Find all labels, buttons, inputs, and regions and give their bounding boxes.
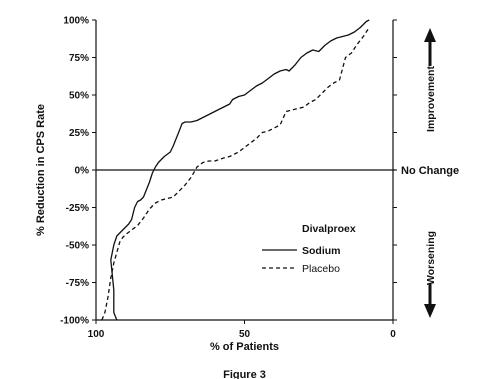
y-axis-title: % Reduction in CPS Rate: [35, 104, 47, 236]
y-tick-label: -75%: [66, 278, 89, 289]
figure-caption: Figure 3: [223, 369, 266, 379]
series-line-placebo: [101, 27, 370, 321]
no-change-label: No Change: [401, 165, 459, 177]
chart-text: % of Patients Figure 3 % Reduction in CPS …: [35, 66, 459, 379]
legend-label-sodium: Sodium: [302, 245, 341, 257]
worsening-label: Worsening: [425, 231, 437, 285]
axes: [95, 20, 396, 321]
legend: Divalproex Sodium Placebo: [262, 223, 356, 275]
y-tick-label: -100%: [60, 316, 89, 327]
series-lines: [101, 19, 370, 321]
improvement-label: Improvement: [425, 66, 437, 132]
y-tick-label: 100%: [63, 16, 89, 27]
series-line-sodium: [110, 19, 370, 321]
y-tick-label: 0%: [75, 166, 90, 177]
legend-title: Divalproex: [302, 223, 356, 235]
x-tick-label: 0: [390, 329, 396, 340]
direction-arrows: [424, 28, 436, 318]
improvement-arrow-head: [424, 28, 436, 42]
x-axis-title: % of Patients: [210, 341, 279, 353]
ticks: 100% 75% 50% 25% 0% -25% -50% -75% -100% 100 50 0: [60, 16, 397, 340]
y-tick-label: -25%: [66, 203, 89, 214]
legend-label-placebo: Placebo: [302, 263, 340, 275]
worsening-arrow-head: [424, 304, 436, 318]
y-tick-label: 25%: [69, 128, 89, 139]
y-tick-label: 75%: [69, 53, 89, 64]
x-tick-label: 100: [88, 329, 105, 340]
x-tick-label: 50: [239, 329, 251, 340]
y-tick-label: 50%: [69, 91, 89, 102]
y-tick-label: -50%: [66, 241, 89, 252]
